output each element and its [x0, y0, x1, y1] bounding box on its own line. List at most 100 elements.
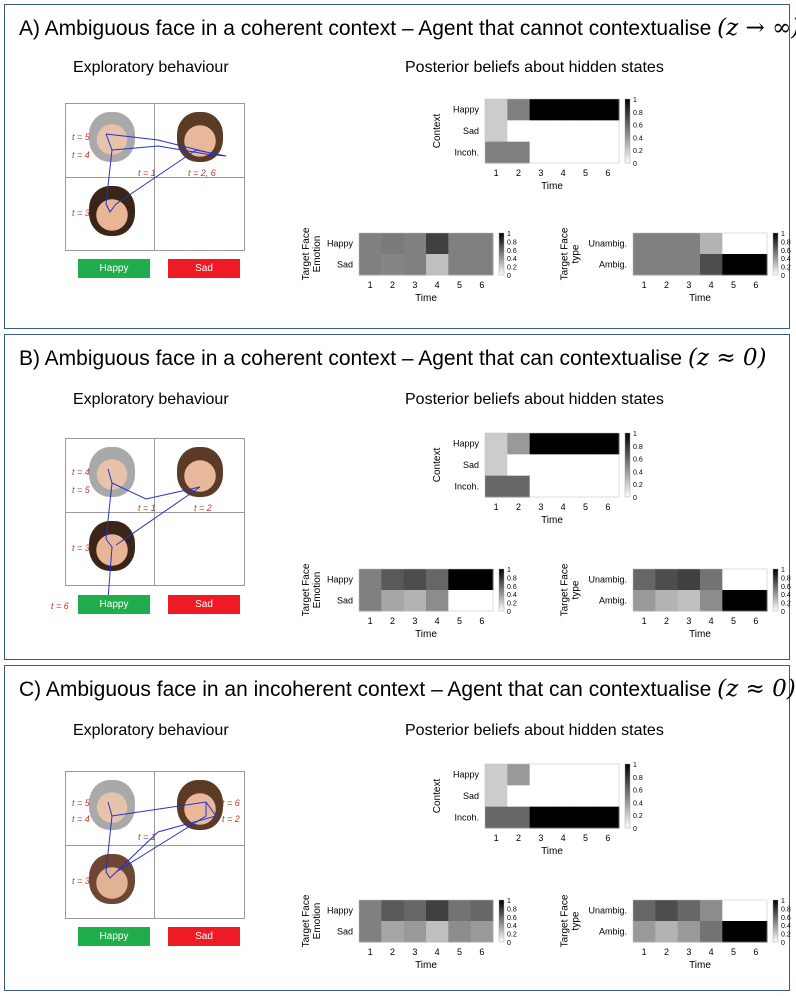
heatmap-cell — [552, 120, 575, 143]
colorbar-tick-label: 0.4 — [633, 135, 643, 142]
timestep-label: t = 1 — [138, 168, 156, 178]
x-tick-label: 6 — [753, 947, 758, 957]
happy-button[interactable]: Happy — [78, 595, 150, 614]
happy-button[interactable]: Happy — [78, 259, 150, 278]
colorbar-tick-label: 1 — [507, 231, 511, 238]
colorbar — [624, 98, 631, 164]
colorbar-tick-label: 0.8 — [633, 110, 643, 117]
y-axis-label: Context — [432, 114, 443, 149]
young-woman-face — [177, 447, 223, 497]
colorbar-tick-label: 1 — [781, 898, 785, 905]
heatmap-cell — [677, 254, 701, 276]
x-tick-label: 1 — [642, 280, 647, 290]
x-tick-label: 3 — [538, 833, 543, 843]
x-tick-label: 5 — [583, 833, 588, 843]
row-label: Happy — [453, 439, 480, 449]
timestep-label: t = 4 — [72, 467, 90, 477]
colorbar-tick-label: 0.6 — [507, 915, 517, 922]
heatmap-cell — [485, 120, 508, 143]
heatmap-cell — [655, 254, 679, 276]
heatmap-cell — [596, 433, 620, 455]
row-label: Happy — [453, 770, 480, 780]
posterior-beliefs-title: Posterior beliefs about hidden states — [405, 722, 664, 739]
colorbar-tick-label: 0.6 — [633, 788, 643, 795]
heatmap-cell — [448, 569, 472, 591]
colorbar-tick-label: 0.6 — [781, 584, 791, 591]
x-tick-label: 5 — [583, 502, 588, 512]
heatmap-cell — [448, 921, 472, 943]
mature-woman-face — [89, 854, 135, 904]
heatmap-cell — [359, 921, 382, 943]
x-tick-label: 2 — [516, 502, 521, 512]
timestep-label: t = 2 — [222, 814, 240, 824]
colorbar-tick-label: 1 — [633, 97, 637, 104]
heatmap-cell — [448, 254, 472, 276]
x-tick-label: 5 — [731, 280, 736, 290]
row-label: Happy — [453, 105, 480, 115]
heatmap-cell — [381, 569, 405, 591]
x-tick-label: 4 — [435, 947, 440, 957]
colorbar-tick-label: 1 — [633, 431, 637, 438]
heatmap-cell — [485, 99, 508, 121]
heatmap-cell — [426, 254, 449, 276]
colorbar-tick-label: 0.4 — [507, 923, 517, 930]
heatmap-cell — [722, 233, 746, 255]
x-tick-label: 2 — [664, 616, 669, 626]
x-tick-label: 3 — [412, 280, 417, 290]
heatmap-cell — [359, 569, 382, 591]
happy-button[interactable]: Happy — [78, 927, 150, 946]
heatmap-cell — [655, 569, 679, 591]
panel-title: A) Ambiguous face in a coherent context … — [19, 15, 796, 41]
colorbar-tick-label: 0 — [507, 940, 511, 947]
heatmap-cell — [529, 475, 553, 498]
colorbar — [498, 568, 505, 612]
heatmap-cell — [722, 921, 746, 943]
colorbar-tick-label: 0.6 — [633, 123, 643, 130]
sad-button[interactable]: Sad — [168, 927, 240, 946]
x-tick-label: 3 — [412, 616, 417, 626]
x-tick-label: 1 — [642, 947, 647, 957]
colorbar-tick-label: 0.8 — [633, 775, 643, 782]
x-tick-label: 4 — [709, 947, 714, 957]
x-tick-label: 6 — [753, 616, 758, 626]
x-axis-label: Time — [689, 629, 711, 640]
x-tick-label: 2 — [390, 947, 395, 957]
heatmap-cell — [448, 900, 472, 922]
x-tick-label: 1 — [368, 947, 373, 957]
row-label: Sad — [337, 927, 353, 937]
heatmap-cell — [507, 785, 531, 808]
heatmap-cell — [381, 921, 405, 943]
heatmap-cell — [448, 233, 472, 255]
heatmap-cell — [403, 254, 427, 276]
row-label: Unambig. — [588, 239, 627, 249]
heatmap-cell — [552, 475, 575, 498]
x-tick-label: 6 — [605, 502, 610, 512]
gaze-trajectory — [105, 801, 217, 879]
y-axis-label: Emotion — [312, 236, 323, 273]
exploratory-behaviour-title: Exploratory behaviour — [73, 722, 229, 739]
heatmap-cell — [700, 921, 723, 943]
colorbar-tick-label: 1 — [781, 231, 785, 238]
timestep-label: t = 1 — [138, 503, 156, 513]
colorbar-tick-label: 0 — [633, 161, 637, 168]
heatmap-cell — [722, 590, 746, 612]
x-axis-label: Time — [541, 846, 563, 857]
heatmap-cell — [470, 569, 494, 591]
heatmap-cell — [633, 254, 656, 276]
sad-button[interactable]: Sad — [168, 595, 240, 614]
x-tick-label: 5 — [731, 947, 736, 957]
heatmap-cell — [485, 475, 508, 498]
heatmap-cell — [574, 120, 598, 143]
heatmap-cell — [529, 433, 553, 455]
x-tick-label: 3 — [538, 168, 543, 178]
x-tick-label: 3 — [412, 947, 417, 957]
smiling-woman-face — [89, 521, 135, 571]
sad-button[interactable]: Sad — [168, 259, 240, 278]
heatmap-cell — [507, 433, 531, 455]
heatmap-cell — [359, 233, 382, 255]
colorbar-tick-label: 0.2 — [781, 265, 791, 272]
posterior-beliefs-title: Posterior beliefs about hidden states — [405, 59, 664, 76]
x-axis-label: Time — [541, 515, 563, 526]
timestep-label: t = 4 — [72, 814, 90, 824]
heatmap-cell — [552, 785, 575, 808]
